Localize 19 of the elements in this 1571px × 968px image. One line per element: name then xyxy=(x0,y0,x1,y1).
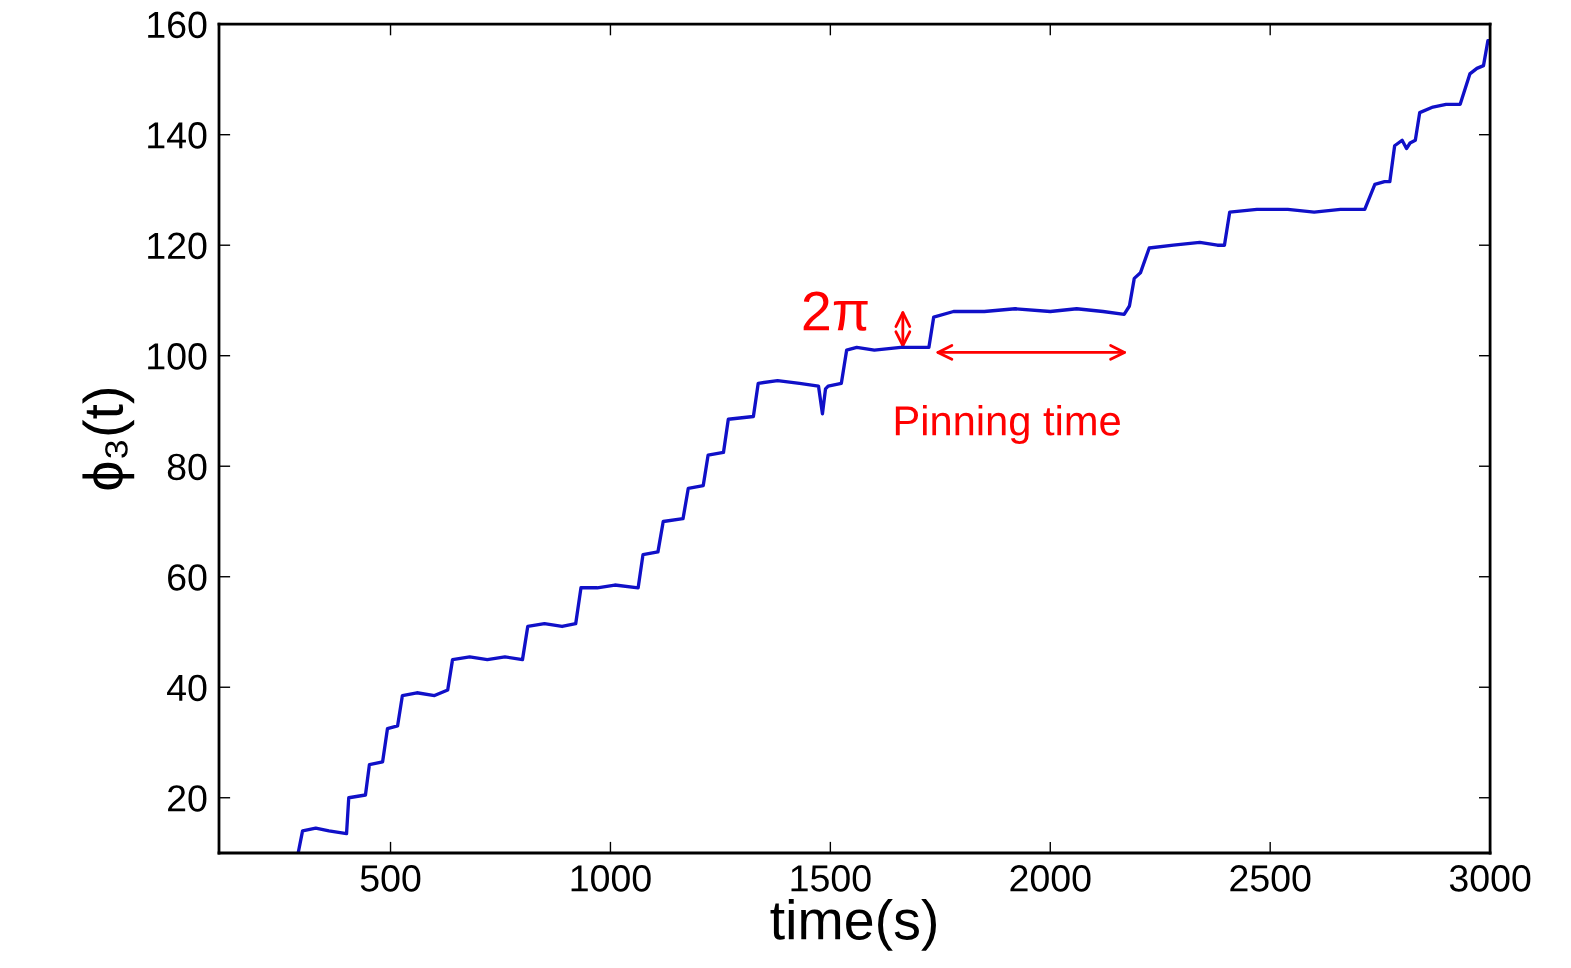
y-tick-label: 100 xyxy=(148,343,207,370)
y-axis-title: ϕ₃(t) xyxy=(82,388,135,490)
x-axis-title: time(s) xyxy=(770,899,936,951)
y-tick-label: 140 xyxy=(148,122,207,149)
y-tick-label: 60 xyxy=(168,564,207,591)
x-tick-label: 3000 xyxy=(1449,865,1531,892)
x-tick-label: 1500 xyxy=(791,865,871,892)
y-tick-label: 40 xyxy=(167,674,207,702)
y-tick-label: 120 xyxy=(148,232,207,260)
x-tick-label: 500 xyxy=(360,865,421,892)
line-series xyxy=(296,39,1491,853)
y-tick-label: 80 xyxy=(167,453,207,481)
y-tick-label: 20 xyxy=(168,785,207,812)
x-tick-label: 1000 xyxy=(571,865,651,892)
x-tick-label: 2500 xyxy=(1230,865,1311,892)
x-tick-label: 2000 xyxy=(1010,865,1091,892)
y-tick-label: 160 xyxy=(148,11,207,39)
annotation: Pinning time xyxy=(895,405,1120,444)
annotation: 2π xyxy=(803,291,868,331)
